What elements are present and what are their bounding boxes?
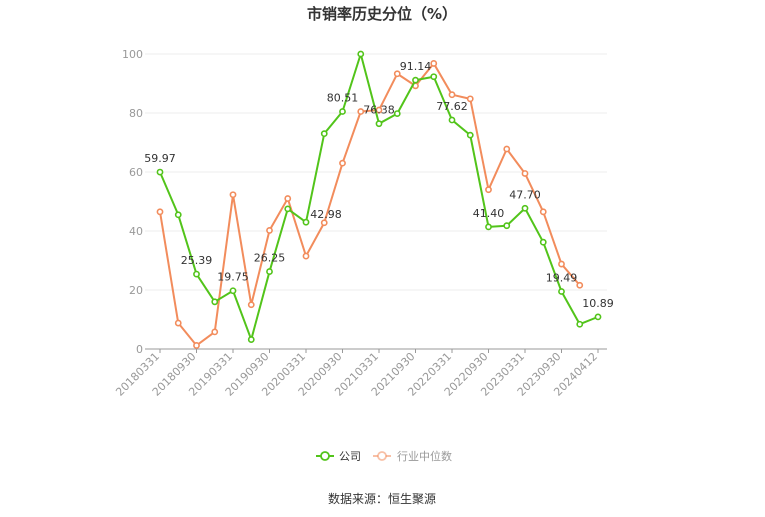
data-point[interactable] [430, 73, 438, 81]
data-point[interactable] [393, 70, 401, 78]
legend-marker-0 [320, 451, 330, 461]
data-point[interactable] [448, 116, 456, 124]
data-label: 19.75 [217, 271, 249, 284]
data-point[interactable] [302, 252, 310, 260]
data-point[interactable] [339, 159, 346, 167]
data-point[interactable] [284, 205, 292, 213]
data-point[interactable] [266, 268, 273, 275]
data-point[interactable] [503, 222, 511, 230]
data-point[interactable] [156, 208, 164, 216]
data-label: 26.25 [254, 252, 286, 265]
data-point[interactable] [174, 319, 182, 327]
data-point[interactable] [156, 168, 164, 176]
x-axis: 2018033120180930201903312019093020200331… [113, 348, 607, 399]
data-label: 80.51 [327, 91, 359, 104]
y-tick-label: 80 [129, 107, 143, 120]
legend-item-label[interactable]: 行业中位数 [397, 449, 452, 463]
data-label: 47.70 [509, 188, 541, 201]
data-point[interactable] [357, 108, 365, 115]
y-tick-label: 0 [136, 343, 143, 356]
data-label: 91.14 [400, 60, 432, 73]
legend-marker-1 [377, 451, 387, 461]
data-point[interactable] [594, 313, 602, 321]
data-source: 数据来源：恒生聚源 [328, 491, 436, 506]
data-point[interactable] [229, 287, 237, 295]
data-point[interactable] [339, 108, 346, 115]
data-point[interactable] [521, 170, 529, 177]
data-label: 10.89 [582, 297, 614, 310]
legend[interactable]: 公司 行业中位数 [316, 449, 452, 463]
data-point[interactable] [576, 320, 584, 328]
data-label: 59.97 [144, 152, 176, 165]
data-point[interactable] [485, 186, 492, 194]
data-label: 42.98 [310, 208, 342, 221]
data-point[interactable] [448, 91, 456, 99]
data-point[interactable] [503, 145, 511, 153]
data-point[interactable] [412, 76, 419, 84]
data-point[interactable] [211, 328, 219, 336]
data-label: 25.39 [181, 254, 213, 267]
y-tick-label: 20 [129, 284, 143, 297]
chart-title: 市销率历史分位（%） [307, 5, 457, 23]
data-point[interactable] [539, 208, 547, 216]
data-point[interactable] [266, 227, 273, 234]
data-point[interactable] [485, 223, 492, 231]
series-line-1 [159, 62, 581, 347]
data-label: 19.49 [546, 272, 578, 285]
data-point[interactable] [174, 211, 182, 219]
data-point[interactable] [393, 110, 401, 117]
data-point[interactable] [211, 298, 219, 306]
series-group [156, 50, 602, 349]
data-point[interactable] [320, 219, 328, 227]
data-labels: 59.97 25.39 19.75 26.25 42.98 80.51 76.38 91.14… [144, 60, 614, 310]
data-label: 77.62 [436, 100, 468, 113]
data-point[interactable] [247, 301, 255, 309]
data-point[interactable] [539, 238, 547, 246]
y-tick-label: 100 [122, 48, 143, 61]
data-point[interactable] [466, 95, 474, 103]
y-axis: 0 20 40 60 80 100 [122, 48, 143, 356]
data-point[interactable] [193, 270, 200, 278]
data-point[interactable] [357, 50, 365, 58]
data-point[interactable] [375, 120, 383, 128]
legend-item-label[interactable]: 公司 [339, 450, 361, 463]
data-point[interactable] [284, 195, 292, 202]
grid-lines [145, 53, 607, 291]
data-point[interactable] [558, 288, 565, 295]
data-point[interactable] [320, 130, 328, 138]
data-point[interactable] [302, 218, 310, 226]
data-point[interactable] [247, 336, 255, 343]
data-label: 76.38 [363, 104, 395, 117]
data-point[interactable] [521, 204, 529, 212]
data-point[interactable] [229, 191, 237, 199]
data-label: 41.40 [473, 207, 505, 220]
data-point[interactable] [576, 281, 584, 289]
y-tick-label: 40 [129, 225, 143, 238]
data-point[interactable] [193, 342, 200, 349]
data-point[interactable] [466, 131, 474, 139]
data-point[interactable] [558, 260, 565, 268]
y-tick-label: 60 [129, 166, 143, 179]
data-point[interactable] [430, 60, 438, 67]
